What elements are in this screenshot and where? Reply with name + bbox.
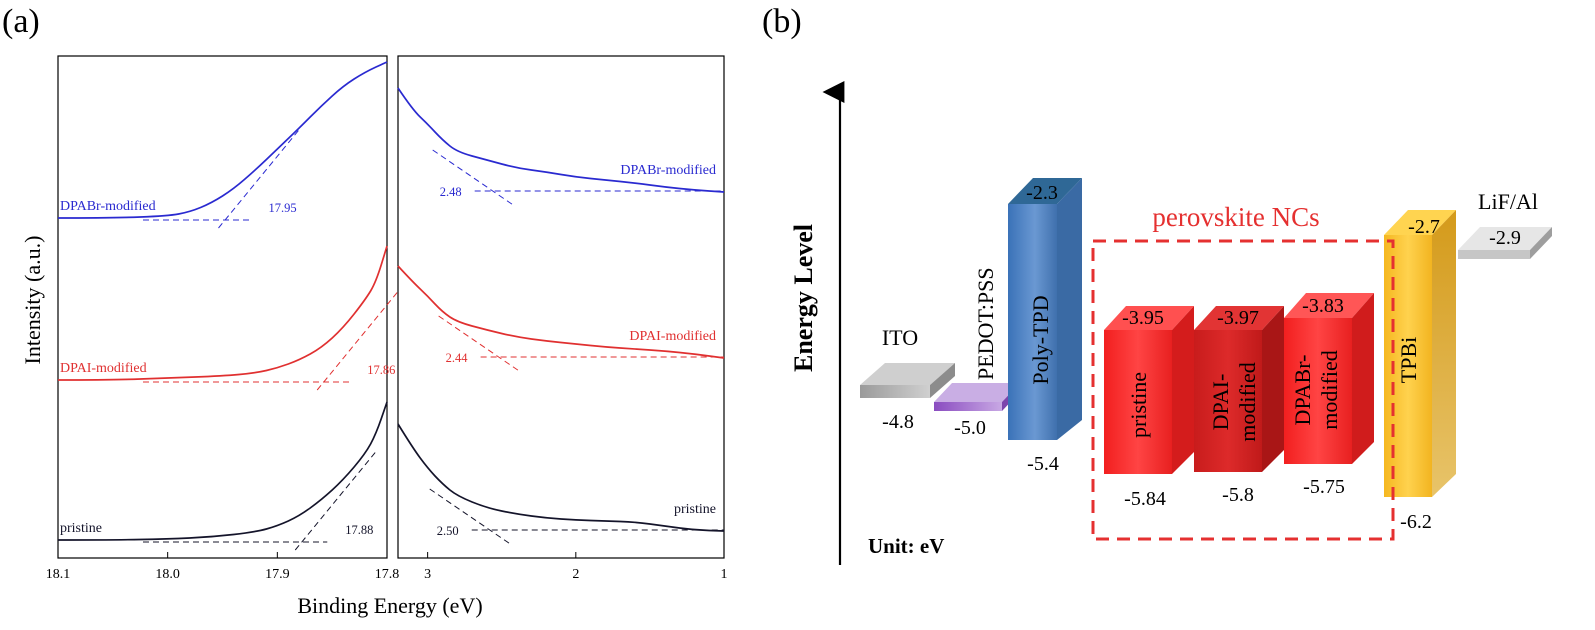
onset-value-label: 2.48 (440, 185, 462, 199)
ito-slab (860, 363, 955, 398)
energy-level-axis-title: Energy Level (789, 224, 818, 372)
curve-pristine (397, 423, 725, 532)
pristine-label: pristine (1126, 372, 1151, 438)
panel-a-xlabel: Binding Energy (eV) (297, 593, 482, 618)
tpbi-label: TPBi (1396, 337, 1421, 383)
pristine-homo-value: -5.84 (1124, 488, 1166, 510)
x-tick-label: 17.8 (375, 567, 400, 582)
pedot-pss-slab (934, 383, 1020, 411)
series-name-label: pristine (674, 502, 716, 517)
poly-tpd-block (1008, 178, 1082, 440)
cutoff-curves: 17.95 DPABr-modified 17.86 DPAI-modified 17.… (57, 61, 400, 551)
ito-homo-value: -4.8 (882, 411, 914, 433)
tangent-fit (429, 488, 513, 546)
curve-dpabr-modified (57, 61, 388, 219)
ito-label: ITO (882, 325, 918, 350)
x-tick-label: 2 (572, 567, 579, 582)
valence-curves: 2.48 DPABr-modified 2.44 DPAI-modified 2.50 p… (397, 87, 725, 546)
lif-al-label: LiF/Al (1478, 189, 1538, 214)
pristine-lumo-value: -3.95 (1122, 307, 1164, 329)
lif-al-value: -2.9 (1489, 227, 1521, 249)
tangent-fit (294, 449, 378, 551)
dpai-modified-block (1194, 306, 1284, 472)
curve-dpai-modified (397, 265, 725, 359)
x-tick-label: 17.9 (265, 567, 290, 582)
tangent-fit (218, 127, 301, 229)
tangent-fit (432, 149, 515, 207)
panel-a-label: (a) (2, 3, 40, 40)
cutoff-value-label: 17.88 (345, 523, 373, 537)
x-tick-label: 18.0 (155, 567, 180, 582)
dpai-label-line2: modified (1235, 362, 1260, 441)
onset-value-label: 2.44 (446, 351, 469, 365)
tangent-fit (438, 315, 521, 373)
valence-plot-frame (397, 55, 725, 559)
tpbi-lumo-value: -2.7 (1408, 216, 1440, 238)
valence-x-ticks: 3 2 1 (424, 552, 728, 582)
poly-tpd-label: Poly-TPD (1028, 295, 1053, 384)
dpabr-lumo-value: -3.83 (1302, 295, 1344, 317)
dpai-homo-value: -5.8 (1222, 484, 1254, 506)
dpabr-label-line1: DPABr- (1290, 355, 1315, 426)
cutoff-value-label: 17.86 (367, 363, 395, 377)
cutoff-value-label: 17.95 (269, 201, 297, 215)
cutoff-x-ticks: 18.1 18.0 17.9 17.8 (46, 552, 400, 582)
series-name-label: pristine (60, 521, 102, 536)
panel-a-ylabel: Intensity (a.u.) (20, 236, 45, 365)
perovskite-group-label: perovskite NCs (1152, 202, 1319, 232)
poly-tpd-homo-value: -5.4 (1027, 453, 1059, 475)
lif-al-slab (1458, 227, 1552, 259)
curve-pristine (57, 401, 388, 541)
poly-tpd-lumo-value: -2.3 (1026, 182, 1058, 204)
onset-value-label: 2.50 (437, 524, 459, 538)
tpbi-homo-value: -6.2 (1400, 511, 1432, 533)
series-name-label: DPABr-modified (620, 163, 716, 178)
x-tick-label: 3 (424, 567, 431, 582)
series-name-label: DPAI-modified (60, 361, 147, 376)
curve-dpai-modified (57, 245, 388, 381)
curve-dpabr-modified (397, 87, 725, 193)
tangent-fit (316, 289, 400, 391)
dpabr-homo-value: -5.75 (1303, 476, 1345, 498)
panel-b-label: (b) (762, 3, 802, 40)
x-tick-label: 18.1 (46, 567, 71, 582)
dpabr-label-line2: modified (1317, 350, 1342, 429)
dpabr-modified-block (1284, 293, 1374, 464)
series-name-label: DPABr-modified (60, 199, 156, 214)
pristine-block (1104, 306, 1194, 474)
x-tick-label: 1 (721, 567, 728, 582)
cutoff-plot-frame (57, 55, 388, 559)
dpai-label-line1: DPAI- (1208, 374, 1233, 431)
pedot-pss-homo-value: -5.0 (954, 417, 986, 439)
pedot-pss-label: PEDOT:PSS (973, 267, 998, 380)
dpai-lumo-value: -3.97 (1217, 307, 1259, 329)
unit-label: Unit: eV (868, 534, 944, 558)
series-name-label: DPAI-modified (629, 329, 716, 344)
perovskite-group-box (1091, 239, 1395, 541)
